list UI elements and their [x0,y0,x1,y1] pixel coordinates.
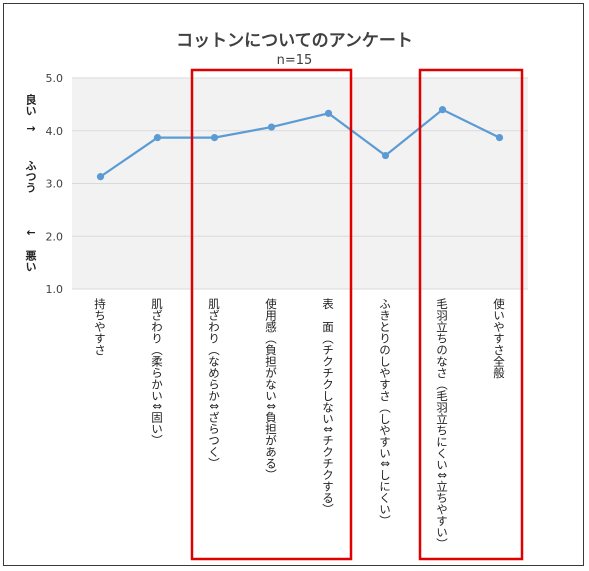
x-tick-label: 使いやすさ全般 [492,298,506,379]
data-point [438,106,447,114]
y-tick-label: 3.0 [46,178,64,191]
data-point [153,134,162,142]
y-tick-label: 5.0 [46,72,64,85]
x-tick-label: 肌ざわり（なめらか⇕ざらつく） [207,298,221,469]
y-axis-label-neutral: ふつう [24,160,37,193]
data-point [324,109,333,117]
x-tick-label: 使用感（負担がない⇕負担がある） [264,298,278,481]
chart-subtitle: n=15 [276,53,313,68]
x-tick-label: 表 面（チクチクしない⇕チクチクする） [321,298,335,515]
data-point [381,151,390,160]
highlight-box [190,68,353,561]
y-tick-label: 4.0 [46,125,64,138]
x-tick-label: ふきとりのしやすさ（しやすい⇕しにくい） [378,298,392,527]
x-tick-label: 肌ざわり（柔らかい⇕固い） [150,298,164,446]
down-arrow-icon: ↓ [24,228,37,238]
data-point [267,123,276,131]
y-tick-label: 1.0 [46,283,64,296]
chart-title: コットンについてのアンケート [176,31,413,51]
y-tick-label: 2.0 [46,230,64,243]
x-tick-label: 持ちやすさ [93,298,107,356]
series-line [99,108,500,178]
data-point [210,134,219,142]
data-point [96,173,105,181]
y-axis-label-bad: 悪い [24,250,37,272]
y-axis-label-good: 良い [24,94,37,116]
highlight-box [418,68,524,561]
up-arrow-icon: ↑ [24,124,37,134]
data-point [495,134,504,142]
x-tick-label: 毛羽立ちのなさ（毛羽立ちにくい⇕立ちやすい） [435,298,449,550]
